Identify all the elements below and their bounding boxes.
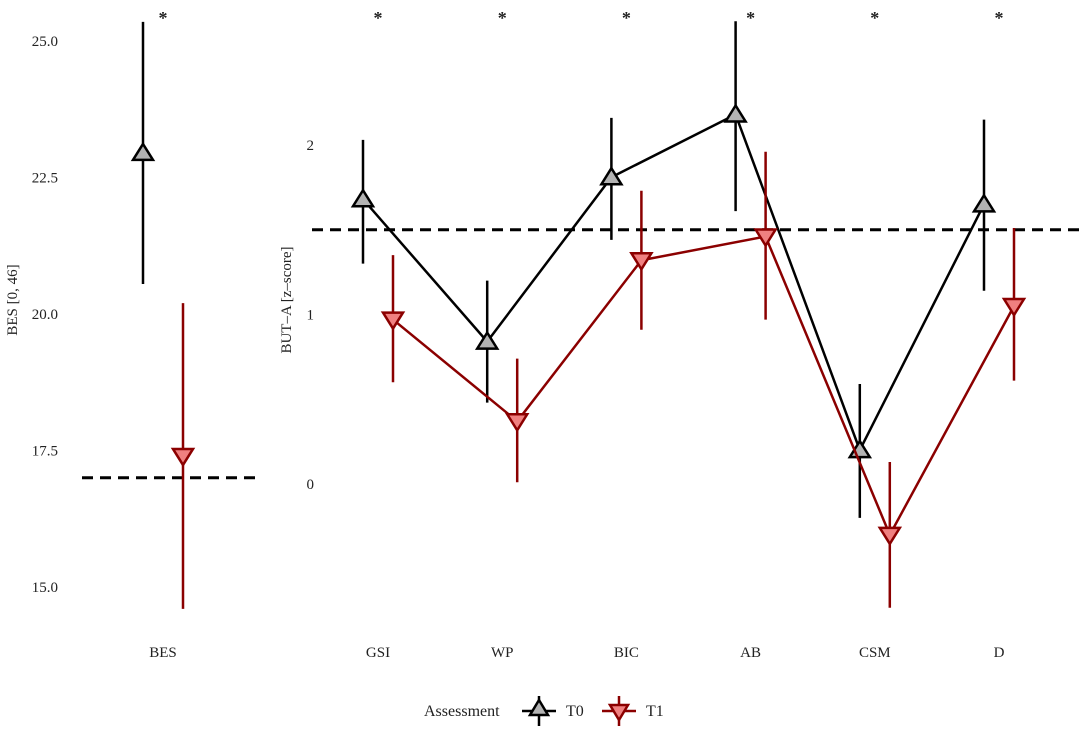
series-t1-point <box>753 228 778 248</box>
but-a-y-axis-label: BUT–A [z–score] <box>279 246 295 353</box>
series-t0-point <box>474 330 500 350</box>
series-t1-point <box>380 311 406 331</box>
series-t1-line <box>392 235 1016 538</box>
legend: Assessment T0 T1 <box>424 696 664 726</box>
y-tick-label: 1 <box>307 308 315 324</box>
x-tick-label: BIC <box>614 645 639 661</box>
x-tick-label: WP <box>491 645 514 661</box>
legend-item-t1: T1 <box>602 696 664 726</box>
legend-t1-triangle-icon <box>607 703 631 723</box>
legend-t1-label: T1 <box>646 703 664 720</box>
legend-t0-label: T0 <box>566 703 584 720</box>
series-t0-line <box>362 112 986 454</box>
significance-marker: * <box>995 8 1004 28</box>
series-t1-point <box>504 413 530 433</box>
but-a-panel: 0 1 2 GSI * WP * BIC * AB * CSM * D * <box>307 8 1084 661</box>
x-tick-label: BES <box>149 645 177 661</box>
x-tick-label: AB <box>740 645 761 661</box>
y-tick-label: 20.0 <box>32 307 58 323</box>
y-tick-label: 2 <box>307 138 315 154</box>
series-t0-point <box>130 141 156 162</box>
significance-marker: * <box>498 8 507 28</box>
series-t0-point <box>723 103 748 123</box>
y-tick-label: 17.5 <box>32 444 58 460</box>
legend-title: Assessment <box>424 703 500 720</box>
series-t1-point <box>877 526 903 547</box>
x-tick-label: D <box>994 645 1005 661</box>
series-t0-point <box>971 192 997 213</box>
series-t1-point <box>629 252 654 272</box>
bes-y-axis-label: BES [0, 46] <box>5 264 21 335</box>
y-tick-label: 15.0 <box>32 580 58 596</box>
legend-item-t0: T0 <box>522 696 584 726</box>
series-t0-point <box>350 187 376 208</box>
bes-panel: 15.0 17.5 20.0 22.5 25.0 BES * <box>32 8 255 661</box>
significance-marker: * <box>746 8 755 28</box>
y-tick-label: 25.0 <box>32 34 58 50</box>
series-t1-point <box>170 447 196 468</box>
x-tick-label: GSI <box>366 645 390 661</box>
significance-marker: * <box>622 8 631 28</box>
legend-t0-triangle-icon <box>527 697 551 717</box>
series-t1-point <box>1001 297 1027 318</box>
significance-marker: * <box>159 8 168 28</box>
x-tick-label: CSM <box>859 645 891 661</box>
y-tick-label: 0 <box>307 477 315 493</box>
significance-marker: * <box>374 8 383 28</box>
series-t0-point <box>599 165 624 186</box>
y-tick-label: 22.5 <box>32 171 58 187</box>
significance-marker: * <box>870 8 879 28</box>
